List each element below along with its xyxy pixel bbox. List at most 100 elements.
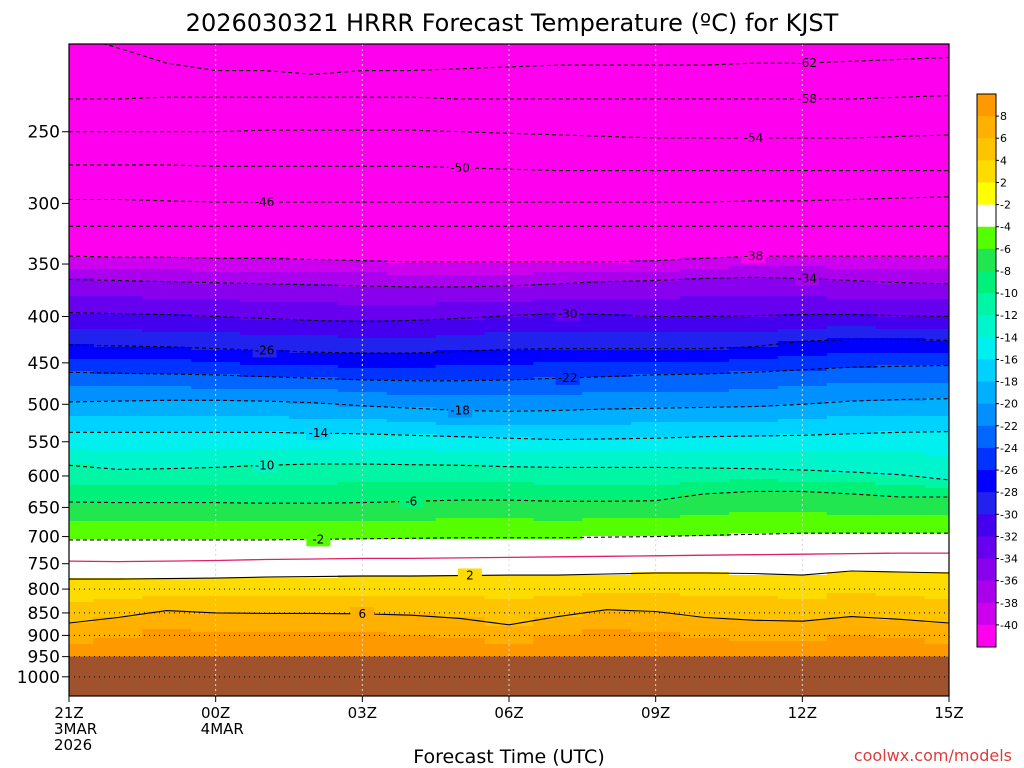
colorbar-border (976, 93, 997, 648)
colorbar-label: 2 (1000, 176, 1007, 189)
colorbar-swatch (977, 160, 996, 183)
colorbar-label: -18 (1000, 376, 1018, 389)
colorbar-label: -2 (1000, 199, 1011, 212)
isotherm-label: -30 (558, 307, 578, 321)
colorbar: 8 6 4 2 -2 -4 -6 -8 -10 -12 -14 -16 -18 -20 -22 -24 -26 -… (976, 93, 1018, 648)
colorbar-swatch (977, 624, 996, 648)
x-tick-label: 03Z (348, 704, 377, 722)
isotherm-label: 6 (359, 607, 367, 621)
isotherm-label: -18 (450, 404, 470, 418)
isotherm-label: -50 (450, 161, 470, 175)
y-tick-label: 800 (28, 580, 60, 600)
colorbar-swatch (977, 359, 996, 382)
x-tick-label: 21Z (54, 704, 83, 722)
isotherm-label: -58 (797, 92, 817, 106)
isotherm-label: 2 (466, 568, 474, 582)
colorbar-label: -6 (1000, 243, 1011, 256)
y-tick-label: 900 (28, 626, 60, 646)
colorbar-label: -38 (1000, 597, 1018, 610)
colorbar-label: -30 (1000, 508, 1018, 521)
isotherm-line (69, 570, 949, 580)
y-tick-label: 1000 (17, 668, 60, 688)
colorbar-label: -14 (1000, 331, 1018, 344)
colorbar-swatch (977, 116, 996, 139)
colorbar-label: -10 (1000, 287, 1018, 300)
y-tick-label: 650 (28, 498, 60, 518)
colorbar-swatch (977, 248, 996, 272)
colorbar-label: -26 (1000, 464, 1018, 477)
colorbar-swatch (977, 293, 996, 316)
isotherm-label: -38 (744, 249, 764, 263)
isotherm-line (69, 609, 949, 626)
isotherm-label: -2 (312, 532, 324, 546)
y-tick-label: 550 (28, 433, 60, 453)
y-tick-label: 250 (28, 123, 60, 143)
credit-link[interactable]: coolwx.com/models (854, 746, 1012, 765)
plot-area: -62-58-54-50-46-38-34-30-26-22-18-14-10-… (68, 43, 950, 697)
colorbar-swatch (977, 536, 996, 559)
colorbar-label: 8 (1000, 110, 1007, 123)
colorbar-swatch (977, 602, 996, 626)
colorbar-swatch (977, 94, 996, 117)
colorbar-label: -24 (1000, 442, 1018, 455)
isotherm-label: -62 (797, 56, 817, 70)
colorbar-swatch (977, 514, 996, 537)
colorbar-label: -4 (1000, 221, 1011, 234)
colorbar-label: -16 (1000, 353, 1018, 366)
x-tick-label: 09Z (641, 704, 670, 722)
y-tick-label: 850 (28, 604, 60, 624)
x-tick-label: 12Z (788, 704, 817, 722)
colorbar-swatch (977, 492, 996, 515)
isotherm-label: -10 (255, 458, 275, 472)
isotherm-label: -54 (744, 131, 764, 145)
isotherm-label: -26 (255, 343, 275, 357)
colorbar-swatch (977, 447, 996, 471)
colorbar-swatch (977, 580, 996, 604)
colorbar-label: -20 (1000, 398, 1018, 411)
colorbar-swatch (977, 315, 996, 338)
y-tick-label: 500 (28, 395, 60, 415)
x-tick-date-label: 3MAR (54, 720, 97, 738)
y-tick-label: 700 (28, 528, 60, 548)
y-tick-label: 600 (28, 467, 60, 487)
colorbar-swatch (977, 381, 996, 405)
colorbar-label: -36 (1000, 575, 1018, 588)
x-tick-date-label: 2026 (54, 736, 92, 754)
isotherm-label: -22 (558, 371, 578, 385)
x-tick-date-label: 4MAR (201, 720, 244, 738)
y-axis: 2503003504004505005506006507007508008509… (17, 123, 69, 688)
isotherm-label: -46 (255, 195, 275, 209)
colorbar-label: -8 (1000, 265, 1011, 278)
colorbar-swatch (977, 425, 996, 449)
colorbar-swatch (977, 226, 996, 250)
y-tick-label: 300 (28, 194, 60, 214)
colorbar-swatch (977, 403, 996, 427)
colorbar-swatch (977, 138, 996, 161)
isotherm-label: -14 (309, 426, 329, 440)
colorbar-swatch (977, 182, 996, 205)
y-tick-label: 350 (28, 255, 60, 275)
colorbar-label: -40 (1000, 619, 1018, 632)
colorbar-swatch (977, 470, 996, 493)
freezing-line (69, 552, 949, 563)
colorbar-label: -12 (1000, 309, 1018, 322)
colorbar-label: 4 (1000, 154, 1007, 167)
x-axis-label: Forecast Time (UTC) (413, 746, 604, 768)
colorbar-swatch (977, 558, 996, 582)
colorbar-label: -32 (1000, 530, 1018, 543)
colorbar-swatch (977, 270, 996, 294)
isotherm-label: -34 (797, 272, 817, 286)
y-tick-label: 950 (28, 648, 60, 668)
colorbar-label: -28 (1000, 486, 1018, 499)
x-tick-label: 00Z (201, 704, 230, 722)
chart-title: 2026030321 HRRR Forecast Temperature (ºC… (186, 9, 839, 37)
colorbar-label: 6 (1000, 132, 1007, 145)
colorbar-label: -22 (1000, 420, 1018, 433)
isotherm-label: -6 (405, 494, 417, 508)
y-tick-label: 750 (28, 555, 60, 575)
y-tick-label: 450 (28, 354, 60, 374)
y-tick-label: 400 (28, 308, 60, 328)
x-tick-label: 15Z (934, 704, 963, 722)
colorbar-swatch (977, 337, 996, 360)
colorbar-label: -34 (1000, 553, 1018, 566)
